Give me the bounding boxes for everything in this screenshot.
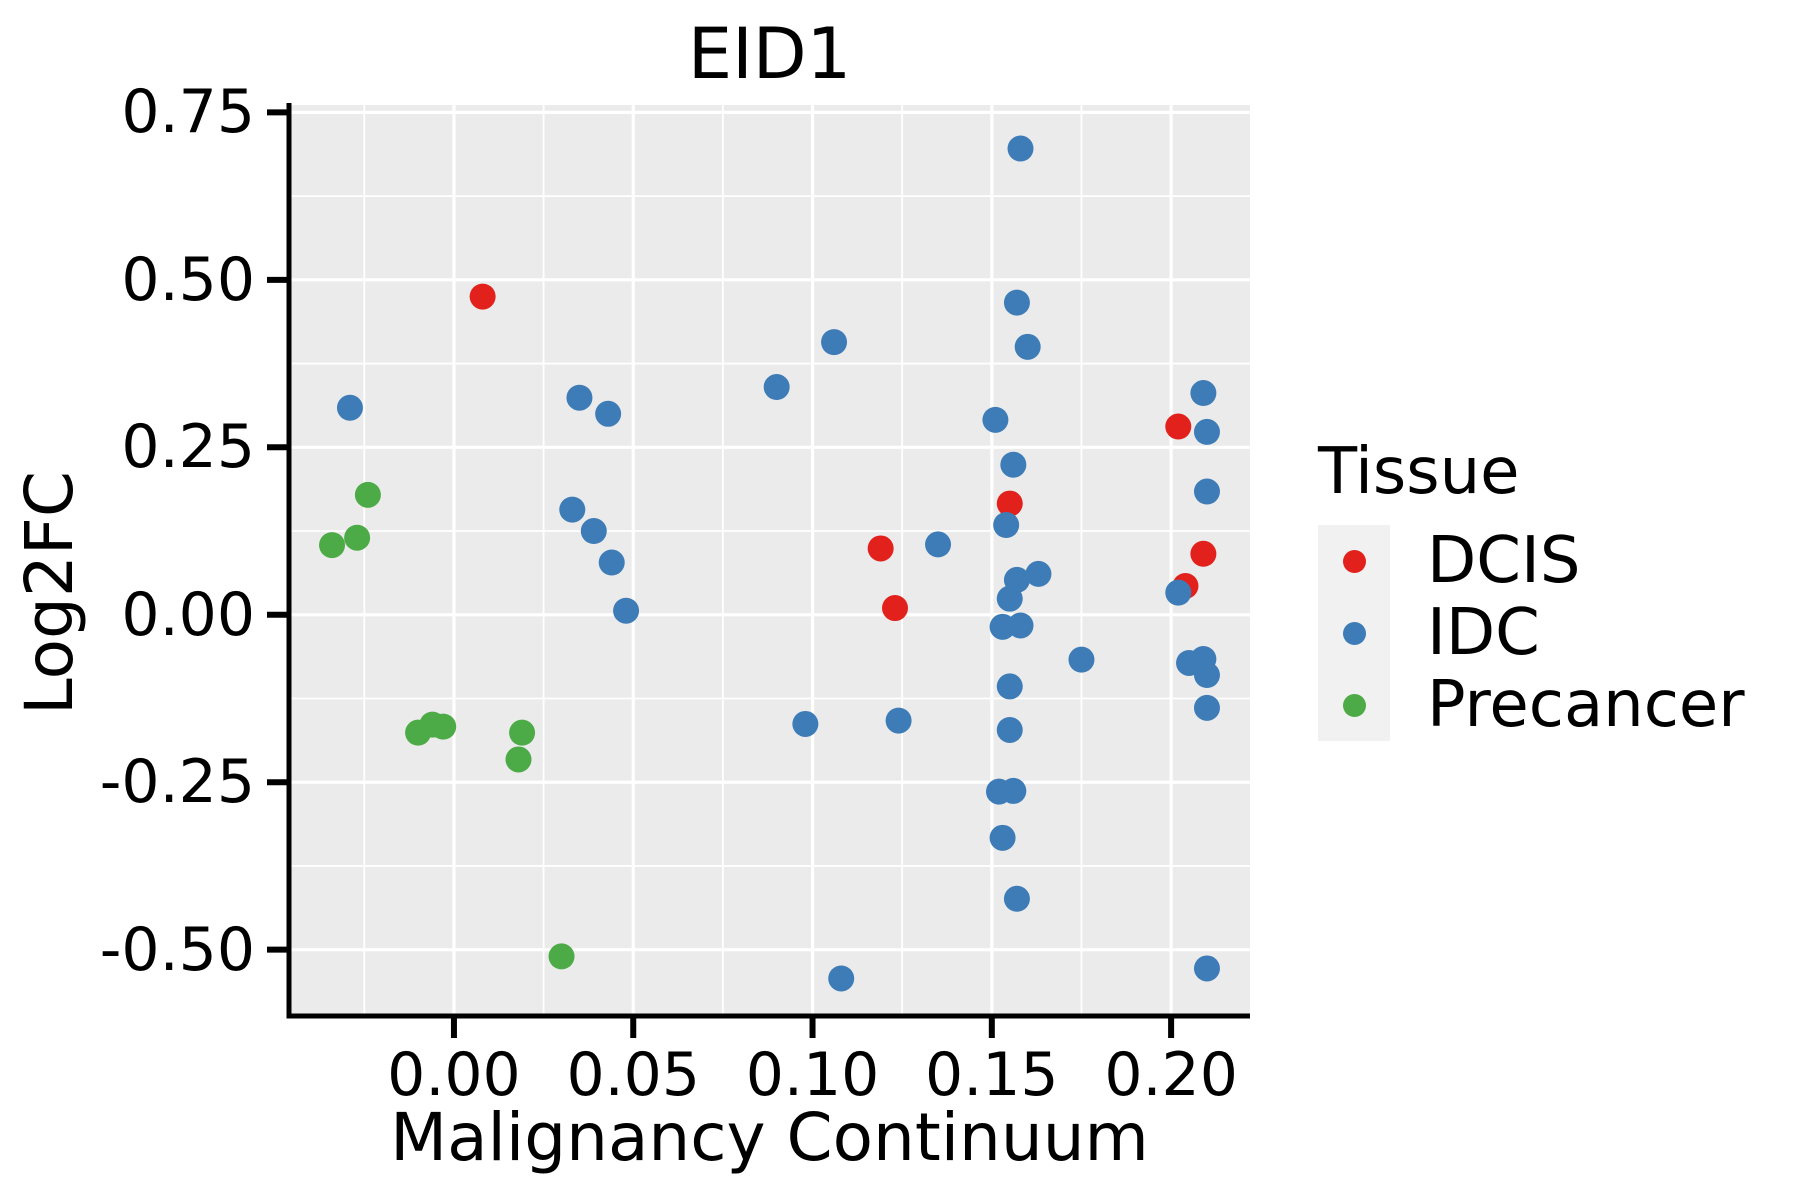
data-point-idc [1193, 694, 1220, 721]
data-point-idc [1000, 777, 1027, 804]
data-point-idc [595, 400, 622, 427]
data-point-idc [1193, 955, 1220, 982]
data-point-idc [1007, 612, 1034, 639]
data-point-dcis [867, 535, 894, 562]
data-point-idc [885, 707, 912, 734]
legend-entry-precancer: Precancer [1318, 669, 1745, 741]
legend-dot-icon [1342, 549, 1366, 573]
data-point-idc [925, 531, 952, 558]
data-point-idc [580, 518, 607, 545]
data-point-idc [1000, 451, 1027, 478]
data-point-idc [989, 824, 1016, 851]
data-point-precancer [509, 719, 536, 746]
data-point-idc [613, 597, 640, 624]
data-point-dcis [1165, 413, 1192, 440]
legend-key [1318, 597, 1390, 669]
legend-label: DCIS [1427, 524, 1581, 598]
legend-key [1318, 669, 1390, 741]
legend-entry-idc: IDC [1318, 597, 1745, 669]
data-point-precancer [354, 481, 381, 508]
legend-label: IDC [1427, 596, 1540, 670]
x-tick-label: 0.10 [745, 1040, 880, 1110]
data-point-dcis [1190, 540, 1217, 567]
data-point-idc [566, 384, 593, 411]
y-tick-label: 0.00 [121, 579, 255, 650]
data-point-idc [993, 511, 1020, 538]
data-point-idc [792, 710, 819, 737]
legend-label: Precancer [1427, 668, 1745, 742]
x-tick-label: 0.00 [387, 1040, 521, 1110]
data-point-idc [336, 394, 363, 421]
data-point-precancer [505, 746, 532, 773]
x-axis-title: Malignancy Continuum [390, 1099, 1149, 1176]
y-tick-label: -0.25 [99, 747, 255, 818]
plot-panel [289, 105, 1250, 1016]
chart-title: EID1 [687, 13, 852, 95]
data-point-idc [821, 329, 848, 356]
data-point-idc [1007, 135, 1034, 162]
data-point-idc [1025, 560, 1052, 587]
data-point-idc [1193, 662, 1220, 689]
data-point-dcis [996, 490, 1023, 517]
data-point-idc [1068, 646, 1095, 673]
data-point-precancer [548, 943, 575, 970]
x-tick-label: 0.15 [925, 1040, 1059, 1110]
data-point-idc [1003, 566, 1030, 593]
data-point-precancer [430, 713, 457, 740]
x-tick-label: 0.20 [1104, 1040, 1238, 1110]
data-point-idc [1193, 478, 1220, 505]
legend-dot-icon [1342, 693, 1366, 717]
data-point-precancer [319, 532, 346, 559]
x-tick-label: 0.05 [566, 1040, 701, 1110]
data-point-idc [1190, 380, 1217, 407]
data-point-precancer [344, 524, 371, 551]
legend-key [1318, 525, 1390, 597]
data-point-idc [996, 716, 1023, 743]
legend-title: Tissue [1318, 435, 1520, 509]
y-tick-label: 0.75 [121, 77, 255, 148]
y-tick-label: -0.50 [99, 914, 255, 985]
data-point-idc [1003, 885, 1030, 912]
data-point-idc [1003, 289, 1030, 316]
data-point-idc [598, 549, 625, 576]
data-point-idc [763, 374, 790, 401]
data-point-idc [1193, 418, 1220, 445]
y-tick-label: 0.25 [121, 412, 255, 483]
legend: Tissue DCIS IDC Precancer [1318, 437, 1745, 741]
data-point-idc [1165, 579, 1192, 606]
legend-entry-dcis: DCIS [1318, 525, 1745, 597]
y-tick-label: 0.50 [121, 244, 255, 315]
data-point-dcis [469, 283, 496, 310]
data-point-dcis [882, 595, 909, 622]
data-point-idc [1014, 333, 1041, 360]
data-point-idc [559, 496, 586, 523]
data-point-idc [828, 965, 855, 992]
legend-entries: DCIS IDC Precancer [1318, 525, 1745, 741]
data-point-idc [982, 406, 1009, 433]
legend-dot-icon [1342, 621, 1366, 645]
data-point-idc [996, 673, 1023, 700]
